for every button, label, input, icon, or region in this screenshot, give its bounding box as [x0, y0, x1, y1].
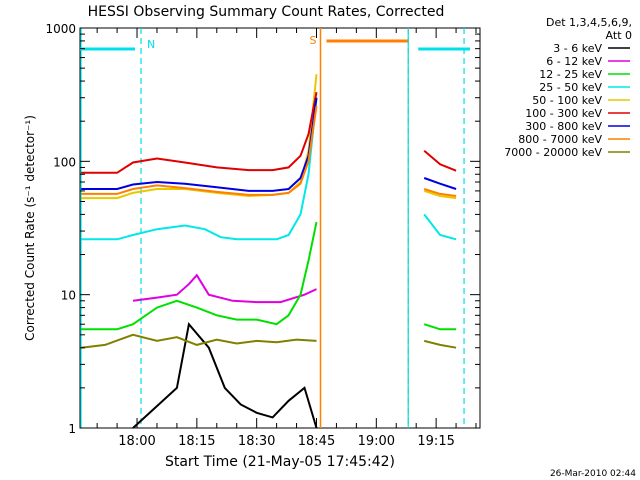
x-tick-label: 18:45: [298, 434, 335, 449]
y-axis-label: Corrected Count Rate (s⁻¹ detector⁻¹): [23, 115, 37, 341]
legend-label: 25 - 50 keV: [539, 81, 602, 94]
series-line: [81, 105, 318, 196]
y-tick-label: 100: [53, 155, 76, 169]
legend-label: 800 - 7000 keV: [518, 133, 602, 146]
flag-label: S: [309, 34, 316, 47]
series-line: [81, 74, 318, 200]
legend-label: 12 - 25 keV: [539, 68, 602, 81]
x-tick-label: 18:15: [178, 434, 215, 449]
x-tick-label: 18:30: [238, 434, 275, 449]
series-line: [132, 321, 318, 429]
x-tick-label: 19:00: [358, 434, 395, 449]
footer-timestamp: 26-Mar-2010 02:44: [550, 469, 636, 479]
series-line: [423, 150, 457, 172]
legend-label: 50 - 100 keV: [532, 94, 602, 107]
y-tick-label: 1: [68, 422, 76, 436]
series-line: [81, 97, 318, 192]
series-line: [81, 333, 317, 349]
y-tick-label: 1000: [45, 22, 76, 36]
series-line: [81, 97, 318, 241]
series-line: [423, 323, 457, 331]
series-line: [423, 189, 457, 200]
series-line: [423, 188, 457, 197]
legend-label: 7000 - 20000 keV: [504, 146, 602, 159]
series-line: [132, 273, 317, 304]
legend-title-line2: Att 0: [606, 29, 632, 42]
series-line: [81, 221, 318, 331]
x-tick-label: 19:15: [417, 434, 454, 449]
y-tick-label: 10: [61, 289, 76, 303]
chart-title: HESSI Observing Summary Count Rates, Cor…: [88, 4, 445, 20]
plot-frame: [79, 27, 481, 429]
legend-title-line1: Det 1,3,4,5,6,9,: [546, 16, 632, 29]
series-line: [423, 339, 457, 349]
legend-label: 100 - 300 keV: [525, 107, 602, 120]
series-line: [423, 213, 457, 241]
series-line: [81, 92, 318, 174]
legend-label: 300 - 800 keV: [525, 120, 602, 133]
series-line: [423, 177, 457, 190]
x-tick-label: 18:00: [118, 434, 155, 449]
flag-label: N: [147, 38, 155, 51]
legend-label: 3 - 6 keV: [553, 42, 602, 55]
x-axis-label: Start Time (21-May-05 17:45:42): [165, 454, 395, 470]
legend-label: 6 - 12 keV: [546, 55, 602, 68]
